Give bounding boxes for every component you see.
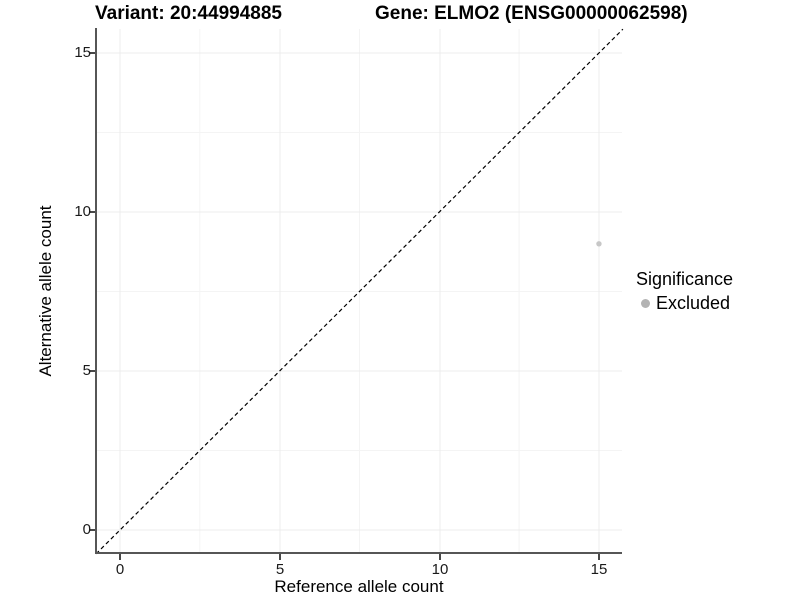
legend-title: Significance [636,269,734,289]
legend: Significance Excluded [636,269,733,314]
y-tick-15: 15 [74,44,91,61]
y-axis-title: Alternative allele count [36,205,55,377]
x-tick-5: 5 [275,561,285,578]
plot-title-gene: Gene: ELMO2 (ENSG00000062598) [375,3,688,24]
x-tick-10: 10 [431,561,449,578]
plot-title-variant: Variant: 20:44994885 [95,3,282,24]
legend-entry-excluded: Excluded [636,293,733,314]
x-tick-0: 0 [115,561,125,578]
y-tick-5: 5 [82,362,91,379]
data-point [596,241,602,247]
gridlines-minor [96,29,622,553]
x-axis-title: Reference allele count [274,577,444,596]
data-points-layer [596,241,602,247]
y-tick-10: 10 [74,203,91,220]
identity-reference-line [95,28,624,555]
legend-key-dot [641,299,650,308]
axis-lines [95,28,622,554]
legend-entry-label: Excluded [656,293,731,313]
gridlines-major [96,29,622,553]
x-tick-15: 15 [590,561,608,578]
tick-marks [89,52,600,560]
y-tick-0: 0 [82,521,91,538]
